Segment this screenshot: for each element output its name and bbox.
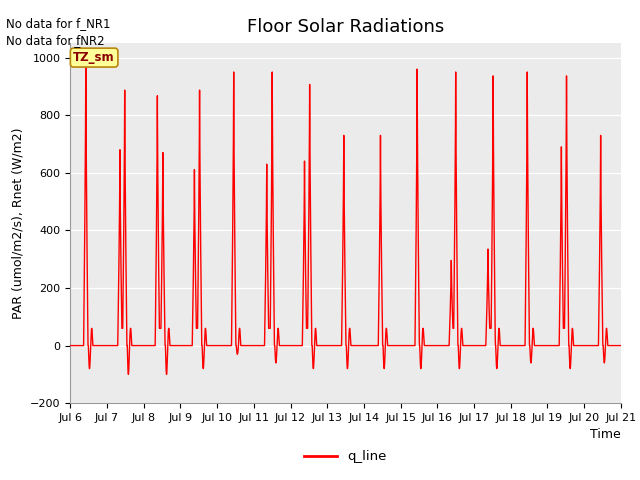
Text: No data for f̲NR2: No data for f̲NR2 <box>6 34 105 47</box>
Title: Floor Solar Radiations: Floor Solar Radiations <box>247 18 444 36</box>
Legend: q_line: q_line <box>299 445 392 468</box>
Text: No data for f_NR1: No data for f_NR1 <box>6 17 111 30</box>
Text: TZ_sm: TZ_sm <box>74 51 115 64</box>
X-axis label: Time: Time <box>590 429 621 442</box>
Y-axis label: PAR (umol/m2/s), Rnet (W/m2): PAR (umol/m2/s), Rnet (W/m2) <box>12 128 24 319</box>
